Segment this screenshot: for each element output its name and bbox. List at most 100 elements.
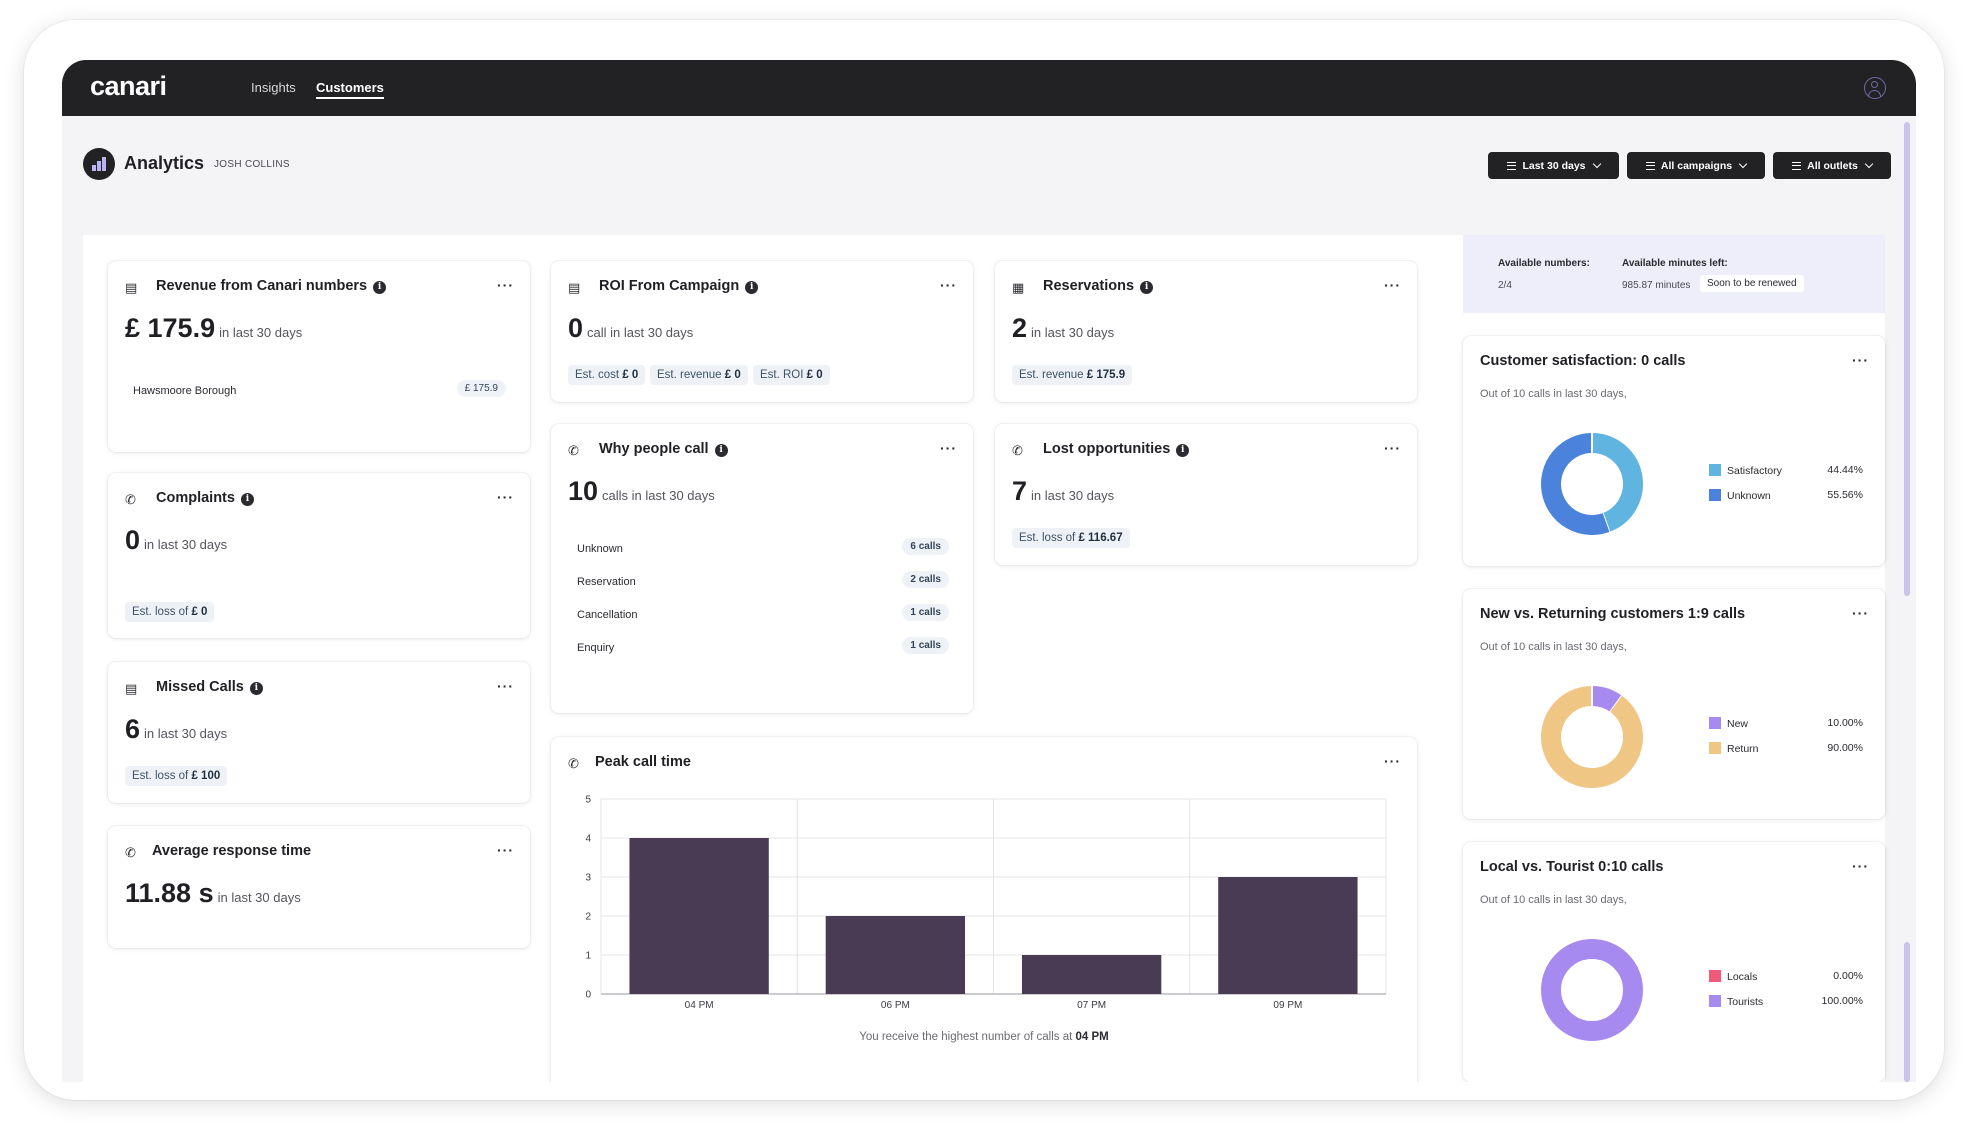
filter-icon: [1507, 161, 1517, 170]
more-options-button[interactable]: ···: [497, 277, 514, 293]
x-tick-label: 09 PM: [1273, 1000, 1302, 1011]
info-icon[interactable]: i: [373, 281, 387, 294]
filter-date-range[interactable]: Last 30 days: [1488, 152, 1619, 179]
more-options-button[interactable]: ···: [497, 678, 514, 694]
reservations-period: in last 30 days: [1031, 325, 1115, 340]
donut-segment[interactable]: [1541, 686, 1643, 788]
legend-value: 90.00%: [1827, 742, 1863, 754]
why-title: Why people call: [599, 441, 709, 457]
roi-title: ROI From Campaign: [599, 278, 740, 294]
reason-count-badge: 1 calls: [902, 604, 949, 621]
legend-value: 0.00%: [1833, 970, 1863, 982]
donut-segment[interactable]: [1541, 433, 1610, 535]
more-options-button[interactable]: ···: [940, 277, 957, 293]
est-cost-value: £ 0: [622, 369, 639, 381]
peak-call-time-card: ✆ Peak call time ··· 0 1 2 3 4 5 04 PM 06 PM 07 …: [551, 737, 1417, 1082]
reason-label: Cancellation: [577, 609, 638, 621]
bar[interactable]: [1218, 877, 1358, 994]
more-options-button[interactable]: ···: [497, 489, 514, 505]
more-options-button[interactable]: ···: [1384, 440, 1401, 456]
legend-label: New: [1727, 718, 1749, 730]
legend-label: Tourists: [1727, 996, 1764, 1008]
more-options-button[interactable]: ···: [1852, 858, 1869, 874]
legend-swatch: [1709, 717, 1721, 729]
info-icon[interactable]: i: [240, 493, 254, 506]
availability-banner: Available numbers: 2/4 Available minutes…: [1463, 235, 1885, 313]
satisfaction-donut-chart: [1541, 433, 1643, 535]
reason-count-badge: 2 calls: [902, 571, 949, 588]
local-subtitle: Out of 10 calls in last 30 days,: [1480, 894, 1627, 906]
info-icon[interactable]: i: [745, 281, 759, 294]
local-donut-chart: [1541, 939, 1643, 1041]
local-title: Local vs. Tourist 0:10 calls: [1480, 859, 1664, 875]
scrollbar-thumb-secondary[interactable]: [1904, 942, 1910, 1082]
filter-outlets[interactable]: All outlets: [1773, 152, 1891, 179]
why-people-call-card: ✆ Why people call i ··· 10 calls in last 3…: [551, 424, 973, 713]
info-icon[interactable]: i: [249, 682, 263, 695]
info-icon[interactable]: i: [714, 444, 728, 457]
scrollbar-thumb[interactable]: [1904, 122, 1910, 596]
lost-opportunities-card: ✆ Lost opportunities i ··· 7 in last 30 da…: [995, 424, 1417, 565]
donut-segment[interactable]: [1541, 939, 1643, 1041]
info-icon[interactable]: i: [1176, 444, 1190, 457]
legend-value: 100.00%: [1821, 995, 1863, 1007]
legend-item: Return: [1709, 742, 1759, 755]
est-roi-label: Est. ROI: [760, 369, 804, 381]
missed-loss-pill: Est. loss of £ 100: [125, 766, 228, 786]
nav-insights[interactable]: Insights: [251, 80, 296, 95]
donut-segment[interactable]: [1591, 433, 1643, 532]
more-options-button[interactable]: ···: [1852, 605, 1869, 621]
more-options-button[interactable]: ···: [1384, 277, 1401, 293]
peak-title: Peak call time: [595, 754, 691, 770]
reservations-revenue-label: Est. revenue: [1019, 369, 1084, 381]
user-account-icon[interactable]: [1864, 77, 1886, 99]
peak-footer: You receive the highest number of calls …: [859, 1031, 1073, 1043]
nav-customers[interactable]: Customers: [316, 80, 384, 99]
missed-title: Missed Calls: [156, 679, 244, 695]
canari-logo[interactable]: canari: [90, 71, 167, 101]
lost-loss-label: Est. loss of: [1019, 532, 1076, 544]
roi-period: call in last 30 days: [587, 325, 694, 340]
filter-campaigns-label: All campaigns: [1660, 159, 1733, 172]
complaints-value: 0: [125, 525, 141, 555]
returning-subtitle: Out of 10 calls in last 30 days,: [1480, 641, 1627, 653]
revenue-card: ▤ Revenue from Canari numbers i ··· £ 175…: [108, 261, 530, 452]
more-options-button[interactable]: ···: [1384, 753, 1401, 769]
legend-item: Satisfactory: [1709, 464, 1782, 477]
complaints-title: Complaints: [156, 490, 235, 506]
more-options-button[interactable]: ···: [940, 440, 957, 456]
donut-segment[interactable]: [1591, 686, 1622, 713]
outlet-name: Hawsmoore Borough: [133, 385, 237, 397]
est-revenue-pill: Est. revenue £ 0: [650, 365, 748, 385]
legend-swatch: [1709, 995, 1721, 1007]
more-options-button[interactable]: ···: [1852, 352, 1869, 368]
bar[interactable]: [629, 838, 769, 994]
money-icon: ▤: [125, 681, 138, 696]
lost-value: 7: [1012, 476, 1028, 506]
scrollbar[interactable]: [1904, 116, 1910, 1082]
reason-label: Enquiry: [577, 642, 615, 654]
legend-label: Satisfactory: [1727, 465, 1782, 477]
bar[interactable]: [1021, 955, 1162, 994]
legend-item: Locals: [1709, 970, 1757, 983]
filter-date-range-label: Last 30 days: [1522, 159, 1586, 172]
reservations-revenue-value: £ 175.9: [1086, 369, 1126, 381]
average-response-card: ✆ Average response time ··· 11.88 s in la…: [108, 826, 530, 948]
peak-footer-value: 04 PM: [1075, 1031, 1109, 1043]
est-revenue-value: £ 0: [724, 369, 741, 381]
more-options-button[interactable]: ···: [497, 842, 514, 858]
filter-campaigns[interactable]: All campaigns: [1627, 152, 1765, 179]
top-navigation-bar: canari Insights Customers: [62, 60, 1916, 116]
chevron-down-icon: [1592, 159, 1601, 169]
why-period: calls in last 30 days: [602, 488, 715, 503]
info-icon[interactable]: i: [1140, 281, 1154, 294]
revenue-period: in last 30 days: [219, 325, 303, 340]
lost-loss-pill: Est. loss of £ 116.67: [1012, 528, 1130, 548]
bar[interactable]: [825, 916, 966, 994]
roi-value: 0: [568, 313, 584, 343]
returning-donut-chart: [1541, 686, 1643, 788]
x-tick-label: 07 PM: [1077, 1000, 1106, 1011]
est-revenue-label: Est. revenue: [657, 369, 722, 381]
legend-item: Tourists: [1709, 995, 1763, 1008]
why-value: 10: [568, 476, 599, 506]
